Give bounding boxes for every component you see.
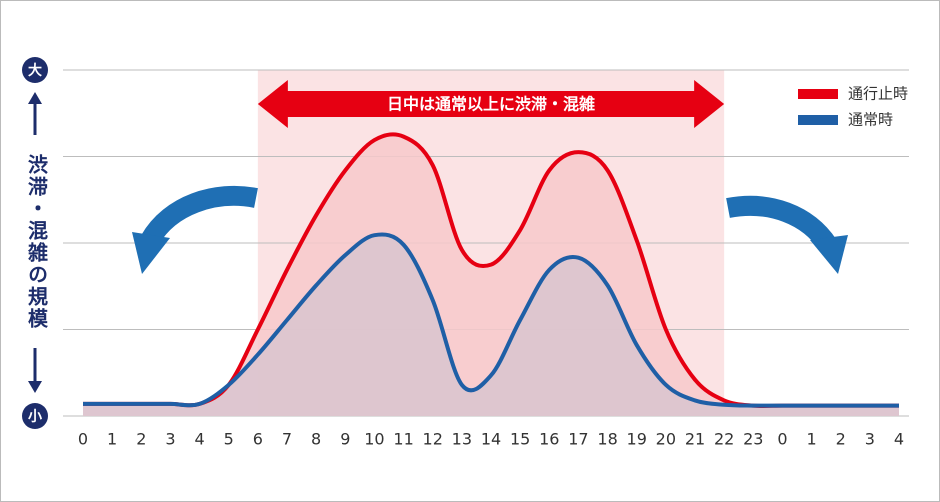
x-tick-label: 12 <box>423 430 443 449</box>
x-tick-label: 1 <box>806 430 816 449</box>
axis-arrow-up-head <box>28 92 42 104</box>
x-tick-label: 17 <box>568 430 588 449</box>
legend-label: 通行止時 <box>848 85 908 103</box>
left-arrow-head <box>132 232 170 274</box>
x-tick-label: 0 <box>777 430 787 449</box>
legend-swatch <box>798 115 838 125</box>
y-tick-marker <box>22 57 48 83</box>
x-tick-label: 13 <box>452 430 472 449</box>
x-tick-label: 3 <box>865 430 875 449</box>
y-tick-label: 小 <box>28 409 42 425</box>
x-tick-label: 20 <box>656 430 676 449</box>
x-tick-label: 18 <box>597 430 617 449</box>
x-tick-label: 0 <box>78 430 88 449</box>
x-tick-label: 16 <box>539 430 559 449</box>
legend-label: 通常時 <box>848 111 893 129</box>
axis-arrow-down-head <box>28 381 42 393</box>
x-tick-label: 8 <box>311 430 321 449</box>
x-tick-label: 19 <box>627 430 647 449</box>
banner-arrow <box>257 80 725 128</box>
x-tick-label: 2 <box>836 430 846 449</box>
x-tick-label: 21 <box>685 430 705 449</box>
left-arrow <box>141 185 258 246</box>
x-tick-label: 4 <box>194 430 204 449</box>
x-tick-label: 3 <box>165 430 175 449</box>
x-tick-label: 4 <box>894 430 904 449</box>
x-tick-label: 14 <box>481 430 501 449</box>
x-tick-label: 9 <box>340 430 350 449</box>
y-axis-label: 渋滞・混雑の規模 <box>25 153 49 330</box>
right-arrow <box>726 195 837 251</box>
x-tick-label: 22 <box>714 430 734 449</box>
line <box>83 232 899 408</box>
legend-swatch <box>798 89 838 99</box>
x-tick-label: 5 <box>224 430 234 449</box>
x-tick-label: 23 <box>743 430 763 449</box>
x-tick-label: 11 <box>393 430 413 449</box>
x-tick-label: 15 <box>510 430 530 449</box>
area-fill <box>83 234 899 416</box>
x-tick-label: 1 <box>107 430 117 449</box>
right-arrow-head <box>810 235 848 274</box>
x-tick-label: 10 <box>364 430 384 449</box>
x-tick-label: 2 <box>136 430 146 449</box>
x-tick-label: 7 <box>282 430 292 449</box>
x-tick-label: 6 <box>253 430 263 449</box>
banner-text: 日中は通常以上に渋滞・混雑 <box>387 95 595 114</box>
y-tick-label: 大 <box>28 62 42 79</box>
y-tick-marker <box>22 403 48 429</box>
